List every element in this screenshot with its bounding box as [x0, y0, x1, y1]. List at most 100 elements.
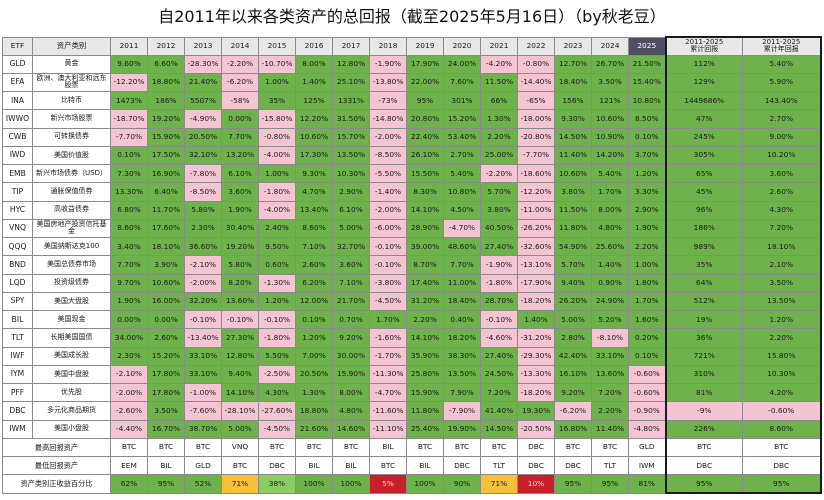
- return-cell: 9.30%: [295, 163, 333, 184]
- annualized-return-cell: 9.00%: [742, 127, 822, 147]
- return-cell: 2.30%: [110, 346, 148, 366]
- summary-cell: TLT: [480, 455, 518, 476]
- table-row: GLD 黄金 9.60% 6.60% -28.30% -2.20% -10.70% 8.00%…: [2, 54, 822, 74]
- header-year: 2014: [221, 36, 259, 56]
- summary-cell: 71%: [221, 474, 259, 494]
- return-cell: 1.70%: [591, 182, 629, 202]
- summary-cell: 95%: [591, 474, 629, 494]
- return-cell: 20.80%: [406, 109, 444, 129]
- summary-cell: 95%: [554, 474, 592, 494]
- return-cell: 32.10%: [184, 145, 222, 166]
- table-row: IWF 美国成长股 2.30% 15.20% 33.10% 12.80% 5.50% 7.00…: [2, 346, 822, 366]
- etf-ticker: IWF: [2, 346, 33, 366]
- annualized-return-cell: -0.60%: [742, 401, 822, 421]
- return-cell: 35.90%: [406, 346, 444, 366]
- summary-cumulative-cell: 95%: [664, 474, 743, 495]
- return-cell: 12.80%: [221, 346, 259, 366]
- cumulative-return-cell: 1449686%: [664, 90, 743, 111]
- return-cell: -29.30%: [517, 346, 555, 366]
- return-cell: 0.90%: [591, 273, 629, 293]
- return-cell: 16.80%: [554, 419, 592, 439]
- summary-cell: DBC: [258, 455, 296, 476]
- return-cell: 0.10%: [110, 145, 148, 166]
- summary-label: 资产类别正收益百分比: [2, 474, 111, 494]
- return-cell: 26.70%: [591, 54, 629, 74]
- return-cell: 13.50%: [443, 364, 481, 385]
- return-cell: 15.90%: [147, 127, 185, 147]
- asset-class-name: 美国现金: [32, 309, 111, 330]
- return-cell: 17.60%: [147, 218, 185, 239]
- return-cell: -4.80%: [628, 419, 666, 439]
- annualized-return-cell: 4.20%: [742, 382, 822, 403]
- return-cell: 5.80%: [184, 200, 222, 220]
- return-cell: 5.50%: [258, 346, 296, 366]
- return-cell: 14.10%: [406, 200, 444, 220]
- return-cell: 19.20%: [147, 109, 185, 129]
- return-cell: -18.20%: [517, 291, 555, 312]
- return-cell: 5.70%: [554, 255, 592, 275]
- return-cell: 17.90%: [406, 54, 444, 74]
- header-year: 2024: [591, 36, 629, 56]
- return-cell: 18.10%: [147, 236, 185, 257]
- summary-cell: BTC: [369, 455, 407, 476]
- return-cell: 27.40%: [480, 346, 518, 366]
- return-cell: 1.90%: [110, 291, 148, 312]
- return-cell: -0.80%: [517, 54, 555, 74]
- return-cell: 11.50%: [480, 72, 518, 93]
- return-cell: 7.10%: [295, 236, 333, 257]
- return-cell: 1.40%: [295, 72, 333, 93]
- header-year: 2020: [443, 36, 481, 56]
- table-row: SPY 美国大盘股 1.90% 16.00% 32.20% 13.60% 1.20% 12.0…: [2, 291, 822, 312]
- return-cell: 7.70%: [110, 255, 148, 275]
- return-cell: 11.70%: [147, 200, 185, 220]
- summary-cell: DBC: [517, 437, 555, 458]
- annualized-return-cell: 2.20%: [742, 328, 822, 348]
- return-cell: 24.50%: [480, 364, 518, 385]
- return-cell: 10.60%: [554, 163, 592, 184]
- return-cell: -7.80%: [184, 163, 222, 184]
- asset-class-name: 美国大盘股: [32, 291, 111, 312]
- return-cell: -28.10%: [221, 401, 259, 421]
- return-cell: -20.50%: [517, 419, 555, 439]
- return-cell: -1.80%: [258, 182, 296, 202]
- cumulative-return-cell: 186%: [664, 218, 743, 239]
- return-cell: 54.90%: [554, 236, 592, 257]
- return-cell: 301%: [443, 90, 481, 111]
- return-cell: 1.00%: [258, 163, 296, 184]
- return-cell: 4.70%: [295, 182, 333, 202]
- return-cell: 30.40%: [221, 218, 259, 239]
- table-row: IWD 美国价值股 0.10% 17.50% 32.10% 13.20% -4.00% 17.…: [2, 145, 822, 166]
- return-cell: 2.20%: [406, 309, 444, 330]
- table-row: BND 美国总债券市场 7.70% 3.90% -2.10% 5.80% 0.60% 2.60…: [2, 255, 822, 275]
- return-cell: 6.80%: [110, 200, 148, 220]
- return-cell: -26.20%: [517, 218, 555, 239]
- return-cell: 25.80%: [406, 364, 444, 385]
- return-cell: -32.60%: [517, 236, 555, 257]
- return-cell: 27.40%: [480, 236, 518, 257]
- return-cell: 5.70%: [480, 182, 518, 202]
- return-cell: 15.20%: [147, 346, 185, 366]
- return-cell: -11.60%: [369, 401, 407, 421]
- return-cell: 2.90%: [628, 200, 666, 220]
- return-cell: 2.60%: [295, 255, 333, 275]
- etf-ticker: EFA: [2, 72, 33, 93]
- cumulative-return-cell: 129%: [664, 72, 743, 93]
- return-cell: 20.50%: [295, 364, 333, 385]
- return-cell: 17.50%: [147, 145, 185, 166]
- summary-cell: BIL: [406, 455, 444, 476]
- returns-table: ETF 资产类别 2011 2012 2013 2014 2015 2016 2…: [2, 36, 822, 495]
- etf-ticker: IWM: [2, 419, 33, 439]
- summary-cell: 95%: [147, 474, 185, 494]
- summary-annualized-cell: 95%: [742, 474, 822, 495]
- return-cell: -14.80%: [369, 109, 407, 129]
- annualized-return-cell: 4.30%: [742, 200, 822, 220]
- return-cell: -0.10%: [369, 255, 407, 275]
- table-row: HYC 高收益债券 6.80% 11.70% 5.80% 1.90% -4.00% 13.40…: [2, 200, 822, 220]
- return-cell: -20.80%: [517, 127, 555, 147]
- return-cell: -0.10%: [480, 309, 518, 330]
- return-cell: -0.10%: [369, 236, 407, 257]
- return-cell: 38.70%: [184, 419, 222, 439]
- return-cell: -7.90%: [443, 401, 481, 421]
- table-row: PFF 优先股 -2.00% 17.80% -1.00% 14.10% 4.30% 1.30%…: [2, 382, 822, 403]
- summary-annualized-cell: BTC: [742, 437, 822, 458]
